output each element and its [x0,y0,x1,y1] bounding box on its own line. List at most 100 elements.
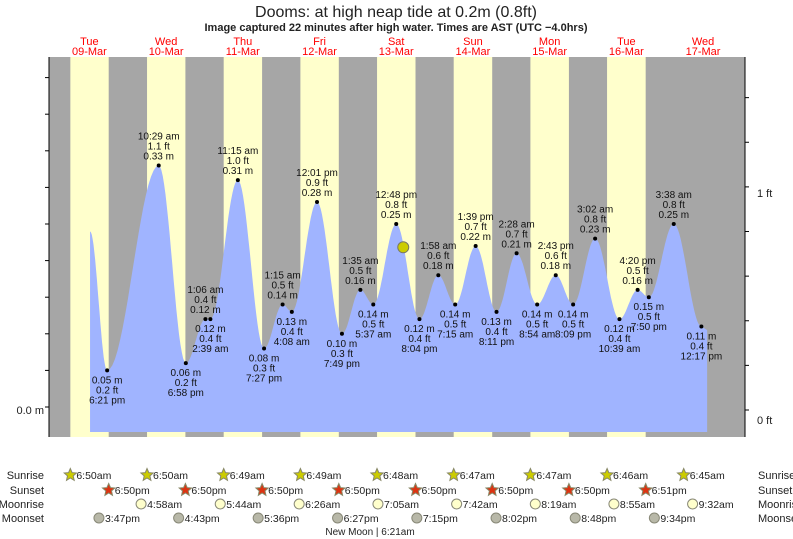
high-tide-label: 0.31 m [223,166,254,177]
high-tide-point [235,178,240,183]
low-tide-label: 8:54 am [519,330,555,341]
low-tide-label: 6:21 pm [89,395,125,406]
low-tide-point [208,317,213,322]
day-date-label: 13-Mar [379,46,414,58]
high-tide-label: 0.8 ft [584,215,606,226]
moonrise-time: 9:32am [699,499,734,511]
low-tide-label: 0.13 m [277,317,308,328]
moonset-time: 6:27pm [344,513,379,525]
low-tide-point [453,302,458,307]
low-tide-label: 0.12 m [195,324,226,335]
low-tide-label: 0.5 ft [562,320,584,331]
moonrise-icon [135,498,147,510]
moonrise-time: 7:05am [384,499,419,511]
high-tide-label: 0.5 ft [271,281,293,292]
high-tide-label: 0.8 ft [385,200,407,211]
low-tide-label: 0.4 ft [199,334,221,345]
sunset-icon [101,482,117,497]
moonset-icon [173,512,185,524]
high-tide-label: 0.7 ft [505,229,527,240]
low-tide-point [646,295,651,300]
sunset-time: 6:50pm [498,485,533,497]
moonrise-icon [293,498,305,510]
low-tide-point [535,302,540,307]
high-tide-point [593,236,598,241]
chart-title: Dooms: at high neap tide at 0.2m (0.8ft) [255,4,537,21]
day-date-label: 17-Mar [686,46,721,58]
sunrise-time: 6:46am [613,470,648,482]
high-tide-label: 4:20 pm [620,256,656,267]
high-tide-label: 0.25 m [658,210,689,221]
high-tide-label: 3:02 am [577,205,613,216]
sunrise-time: 6:50am [153,470,188,482]
sunrise-row-label-right: Sunrise [758,470,793,482]
moonrise-icon [529,498,541,510]
sunrise-time: 6:49am [230,470,265,482]
sunset-time: 6:50pm [268,485,303,497]
low-tide-label: 7:27 pm [246,373,282,384]
day-date-label: 10-Mar [149,46,184,58]
low-tide-label: 0.4 ft [281,327,303,338]
sunset-time: 6:50pm [191,485,226,497]
low-tide-point [105,368,110,373]
high-tide-point [635,287,640,292]
sunrise-icon [216,467,232,482]
sunrise-icon [139,467,155,482]
sunset-icon [331,482,347,497]
high-tide-label: 1.1 ft [148,141,170,152]
high-tide-label: 0.18 m [540,261,571,272]
low-tide-label: 0.12 m [404,324,435,335]
moonset-icon [648,512,660,524]
high-tide-label: 0.14 m [267,291,298,302]
day-date-label: 11-Mar [226,46,260,58]
moonrise-icon [372,498,384,510]
moonset-time: 3:47pm [105,513,140,525]
low-tide-label: 10:39 am [599,344,641,355]
low-tide-point [571,302,576,307]
low-tide-label: 0.10 m [327,339,358,350]
moonrise-time: 4:58am [147,499,182,511]
new-moon-label: New Moon | 6:21am [325,527,414,538]
high-tide-point [358,287,363,292]
sunset-icon [408,482,423,497]
low-tide-label: 7:15 am [437,330,473,341]
day-name-label: Sat [388,36,405,48]
sunset-icon [484,482,500,497]
moonrise-row-label-right: Moonrise [758,499,793,511]
low-tide-label: 0.05 m [92,375,123,386]
sunrise-time: 6:48am [383,470,418,482]
high-tide-label: 1:58 am [420,241,456,252]
low-tide-label: 0.4 ft [690,341,712,352]
day-date-label: 14-Mar [456,46,491,58]
sunrise-icon [369,467,385,482]
day-name-label: Thu [233,36,252,48]
moonrise-icon [608,498,620,510]
sunrise-icon [446,467,462,482]
low-tide-label: 0.4 ft [485,327,507,338]
sunset-time: 6:50pm [345,485,380,497]
sunset-time: 6:50pm [575,485,610,497]
low-tide-label: 8:11 pm [479,337,514,348]
low-tide-label: 0.5 ft [638,312,660,323]
sunrise-time: 6:45am [690,470,725,482]
low-tide-point [289,309,294,314]
moonrise-time: 8:19am [541,499,576,511]
moonset-time: 8:48pm [581,513,616,525]
moonset-icon [490,512,502,524]
low-tide-label: 0.12 m [604,324,635,335]
sunset-icon [638,482,654,497]
low-tide-label: 0.15 m [634,302,665,313]
sunset-row-label-right: Sunset [758,485,792,497]
moonrise-time: 7:42am [463,499,498,511]
sunset-row-label-left: Sunset [10,485,44,497]
low-tide-label: 0.06 m [171,368,202,379]
day-name-label: Sun [463,36,483,48]
sunset-time: 6:51pm [652,485,687,497]
low-tide-label: 8:09 pm [555,330,591,341]
high-tide-label: 0.33 m [143,151,174,162]
low-tide-label: 0.13 m [481,317,512,328]
high-tide-label: 0.5 ft [627,266,649,277]
high-tide-label: 1:39 pm [458,212,494,223]
